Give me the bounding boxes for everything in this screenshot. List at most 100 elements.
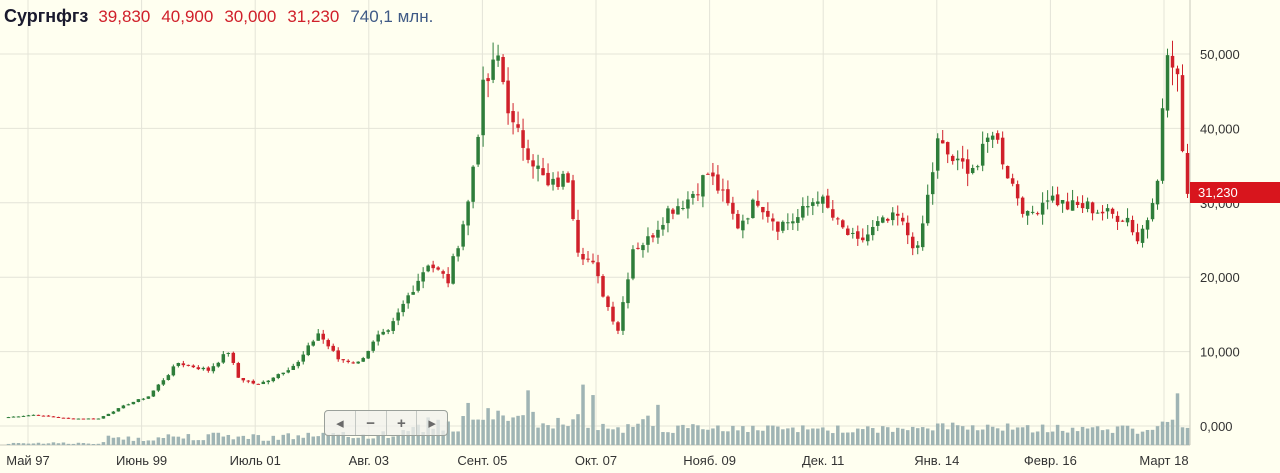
candle-body [171, 366, 176, 376]
volume-bar [1165, 421, 1170, 445]
volume-bar [606, 428, 610, 445]
volume-bar [631, 426, 635, 445]
volume-bar [481, 419, 485, 445]
volume-bar [900, 428, 905, 445]
volume-bar [576, 414, 580, 445]
zoom-out-button[interactable]: − [356, 411, 387, 435]
candle-body [990, 135, 995, 140]
candle-body [706, 173, 710, 175]
candle-body [356, 361, 360, 364]
zoom-in-button[interactable]: + [387, 411, 418, 435]
volume-bar [1015, 427, 1020, 445]
candle-body [101, 416, 106, 419]
candle-body [1085, 201, 1090, 209]
candle-body [871, 226, 875, 236]
x-tick-label: Окт. 07 [575, 453, 617, 468]
candle-body [1045, 200, 1050, 202]
candle-body [506, 80, 510, 114]
candle-body [481, 79, 485, 136]
candle-body [486, 78, 490, 82]
volume-bar [431, 428, 435, 445]
zoom-controls: ◂ − + ▸ [324, 410, 448, 436]
candle-body [856, 231, 860, 239]
volume-bar [960, 426, 965, 445]
volume-bar [41, 443, 46, 445]
candle-body [1090, 202, 1095, 214]
candle-body [286, 370, 291, 373]
candle-body [606, 296, 610, 308]
volume-bar [346, 436, 350, 445]
volume-bar [1050, 431, 1055, 445]
volume-bar [171, 436, 176, 445]
candle-body [611, 306, 615, 322]
volume-bar [176, 436, 181, 445]
candle-body [556, 177, 560, 187]
volume-bar [136, 437, 141, 445]
volume-bar [121, 439, 126, 445]
volume-bar [11, 442, 16, 445]
volume-bar [456, 431, 460, 445]
candle-body [81, 418, 86, 420]
candle-body [551, 178, 555, 185]
volume-bar [526, 390, 530, 445]
volume-bar [516, 415, 520, 445]
candle-body [995, 133, 1000, 140]
candle-body [291, 365, 296, 370]
volume-bar [1105, 429, 1110, 445]
candle-body [1100, 211, 1105, 214]
volume-bar [686, 428, 690, 445]
volume-bar [151, 440, 156, 445]
candle-body [980, 143, 985, 166]
candle-body [801, 206, 805, 218]
volume-bar [256, 435, 261, 445]
volume-bar [581, 384, 585, 445]
candle-body [201, 367, 206, 370]
candle-body [701, 175, 705, 197]
candle-body [1080, 203, 1085, 209]
candle-body [596, 262, 600, 277]
candle-body [281, 372, 286, 375]
volume-bar [706, 429, 710, 445]
candle-body [91, 418, 96, 420]
volume-bar [36, 442, 41, 445]
volume-bar [271, 435, 276, 445]
candle-body [176, 363, 181, 366]
volume-bar [501, 415, 505, 445]
volume-bar [980, 429, 985, 445]
volume-bar [666, 432, 670, 445]
volume-bar [21, 443, 26, 445]
candle-body [151, 390, 156, 397]
scroll-right-button[interactable]: ▸ [428, 415, 436, 432]
candle-body [985, 137, 990, 142]
volume-bar [1160, 421, 1165, 445]
volume-bar [636, 423, 640, 445]
candle-body [711, 172, 715, 177]
candle-body [1020, 197, 1025, 214]
candle-body [366, 350, 370, 359]
candle-body [841, 220, 845, 228]
volume-bar [925, 428, 930, 445]
volume-bar [111, 437, 116, 445]
candle-body [396, 312, 400, 321]
volume-bar [411, 427, 415, 445]
candle-body [1155, 180, 1160, 205]
volume-bar [1080, 426, 1085, 445]
volume-bar [236, 436, 241, 445]
volume-bar [766, 425, 770, 445]
volume-bar [546, 425, 550, 445]
candle-body [126, 404, 131, 406]
volume-bar [16, 443, 21, 445]
candle-body [321, 333, 325, 340]
volume-bar [141, 441, 146, 445]
low-price: 30,000 [224, 7, 277, 26]
scroll-left-button[interactable]: ◂ [325, 411, 356, 435]
volume-bar [601, 423, 605, 445]
candle-body [950, 155, 955, 162]
candle-body [391, 321, 395, 331]
volume-bar [1185, 427, 1190, 445]
volume-bar [681, 424, 685, 445]
candle-body [571, 180, 575, 220]
y-tick-label: 50,000 [1200, 47, 1240, 62]
close-price: 31,230 [287, 7, 340, 26]
